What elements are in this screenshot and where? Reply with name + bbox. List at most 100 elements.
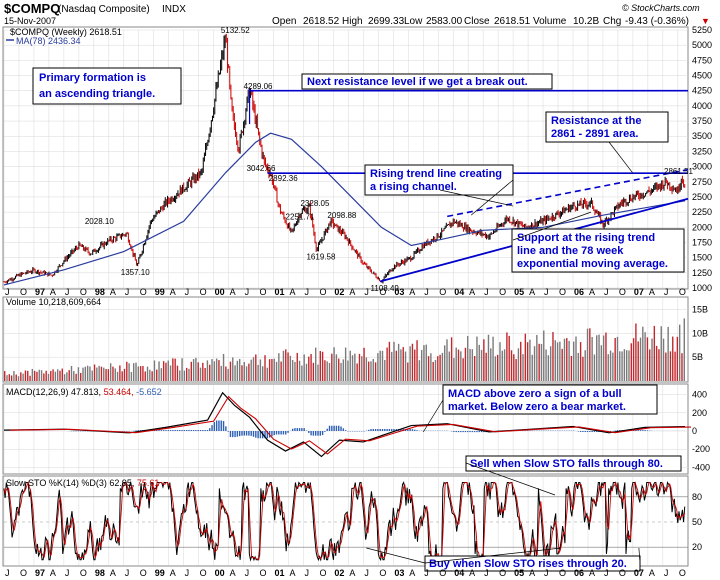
volume-bar — [142, 366, 144, 381]
macd-histogram-bar — [232, 431, 234, 438]
price-point-label: 4289.06 — [244, 82, 273, 91]
volume-bar — [287, 352, 289, 381]
volume-bar — [275, 361, 278, 381]
high-label: High — [342, 16, 363, 27]
volume-bar — [483, 339, 485, 381]
sto-k-value: Slow STO %K(14) %D(3) 62.95, — [6, 478, 134, 488]
volume-bar — [236, 360, 239, 381]
time-tick-label: O — [379, 568, 386, 578]
volume-bar — [414, 349, 416, 381]
volume-bar — [349, 350, 351, 381]
macd-histogram-bar — [280, 431, 282, 435]
volume-bar — [596, 335, 598, 381]
volume-bar — [365, 357, 368, 381]
volume-bar — [681, 353, 683, 381]
macd-histogram-bar — [310, 431, 312, 436]
volume-bar — [607, 354, 609, 381]
volume-bar — [149, 369, 151, 381]
macd-histogram-bar — [331, 425, 333, 431]
volume-bar — [653, 325, 656, 381]
macd-histogram-bar — [473, 431, 476, 433]
annotation-macd-2: market. Below zero a bear market. — [448, 401, 626, 413]
time-tick-label: A — [589, 568, 595, 578]
time-tick-label: A — [230, 568, 236, 578]
volume-bar — [492, 336, 494, 381]
volume-bar — [89, 366, 91, 381]
volume-bar — [347, 360, 349, 381]
macd-histogram-bar — [586, 431, 589, 433]
time-tick-label: O — [140, 568, 147, 578]
volume-bar — [665, 352, 667, 381]
volume-bar — [257, 364, 259, 381]
price-tick-label: 1750 — [692, 237, 712, 247]
volume-bar — [619, 351, 621, 381]
volume-bar — [411, 343, 414, 381]
volume-bar — [314, 347, 317, 381]
volume-bar — [437, 356, 439, 381]
macd-histogram-bar — [264, 431, 266, 439]
high-value: 2699.33 — [368, 16, 405, 27]
macd-histogram-bar — [185, 430, 188, 431]
time-tick-label: J — [484, 568, 489, 578]
volume-bar — [367, 361, 370, 381]
time-tick-label: J — [364, 287, 369, 297]
macd-histogram-bar — [190, 430, 192, 431]
annotation-macd-1: MACD above zero a sign of a bull — [448, 388, 622, 400]
volume-bar — [324, 360, 326, 381]
time-tick-label: A — [110, 568, 116, 578]
indicator-lines — [3, 391, 692, 562]
macd-histogram-bar — [204, 430, 206, 431]
macd-histogram-bar — [372, 429, 374, 431]
annotation-pointer — [638, 547, 641, 564]
macd-histogram-bar — [400, 429, 402, 431]
volume-bar — [561, 348, 563, 381]
macd-histogram-bar — [188, 430, 190, 431]
macd-histogram-bar — [637, 430, 639, 431]
macd-histogram-bar — [248, 431, 250, 436]
annotation-pointer — [512, 211, 592, 241]
volume-bar — [135, 362, 137, 381]
volume-bar — [107, 369, 110, 381]
volume-bar — [285, 349, 287, 381]
macd-histogram-bar — [460, 431, 462, 433]
volume-bar — [591, 337, 593, 381]
volume-bar — [637, 341, 639, 381]
volume-bar — [121, 371, 123, 381]
volume-bar — [649, 349, 651, 381]
volume-bar — [540, 343, 543, 381]
macd-histogram-bar — [314, 431, 317, 436]
volume-bar — [621, 351, 623, 381]
macd-histogram-bar — [467, 431, 469, 433]
macd-histogram-bar — [584, 431, 586, 433]
volume-bar — [195, 357, 197, 381]
volume-bar — [165, 362, 167, 381]
time-tick-label: A — [290, 568, 296, 578]
volume-bar — [499, 342, 501, 381]
volume-bar — [211, 359, 213, 381]
volume-bar — [209, 364, 211, 381]
volume-bar — [485, 352, 487, 381]
volume-bar — [473, 356, 476, 381]
time-tick-label: A — [409, 287, 415, 297]
time-tick-label: J — [5, 568, 10, 578]
volume-bar — [669, 351, 672, 381]
macd-legend: MACD(12,26,9) 47.813, 53.464, -5.652 — [6, 387, 162, 397]
macd-histogram-bar — [282, 431, 285, 435]
price-tick-label: 2250 — [692, 207, 712, 217]
macd-histogram-bar — [278, 431, 280, 435]
annotation-resistance-2: 2861 - 2891 area. — [551, 128, 638, 140]
macd-histogram-bar — [252, 431, 255, 437]
macd-histogram-bar — [241, 431, 243, 436]
macd-histogram-bar — [478, 431, 480, 433]
macd-histogram-bar — [582, 431, 584, 433]
time-tick-label: 98 — [95, 287, 105, 297]
volume-bar — [204, 368, 206, 381]
volume-bar — [296, 352, 298, 381]
volume-label: Volume — [533, 16, 567, 27]
macd-histogram-bar — [176, 430, 179, 431]
macd-histogram-bar — [616, 430, 619, 431]
macd-histogram-bar — [211, 425, 213, 431]
annotation-triangle-2: an ascending triangle. — [39, 88, 155, 100]
chg-label: Chg — [603, 16, 621, 27]
volume-bar — [36, 371, 38, 381]
